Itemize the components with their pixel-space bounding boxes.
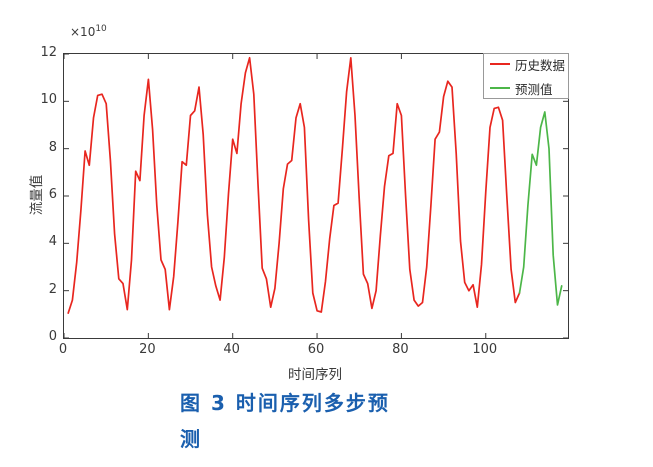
- y-tick-label: 8: [48, 139, 57, 155]
- series-line: [67, 56, 521, 314]
- x-tick-label: 20: [139, 342, 156, 357]
- y-tick-label: 0: [48, 329, 57, 344]
- y-axis-exponent: ×1010: [70, 24, 107, 39]
- y-tick-label: 4: [48, 234, 57, 250]
- legend: 历史数据 预测值: [483, 53, 569, 99]
- y-tick-label: 12: [40, 45, 57, 60]
- figure-caption: 图 3 时间序列多步预 测: [180, 385, 390, 457]
- y-axis-exponent-base: ×10: [70, 25, 96, 39]
- x-tick-label: 60: [307, 342, 325, 357]
- legend-item-history: 历史数据: [490, 55, 568, 74]
- x-axis-label: 时间序列: [288, 367, 342, 383]
- plot-area: 历史数据 预测值: [63, 53, 569, 339]
- legend-item-forecast: 预测值: [490, 79, 568, 98]
- y-axis-exponent-power: 10: [95, 24, 107, 34]
- x-tick-label: 80: [392, 342, 409, 357]
- series-line: [518, 111, 563, 306]
- plot-canvas: [64, 54, 568, 338]
- y-tick-label: 10: [40, 92, 57, 108]
- forecast-line-swatch: [490, 87, 510, 89]
- x-tick-label: 40: [223, 342, 240, 357]
- figure-caption-line2: 测: [180, 427, 202, 451]
- y-tick-label: 2: [48, 281, 57, 297]
- x-tick-label: 100: [472, 342, 498, 357]
- figure-caption-line1: 图 3 时间序列多步预: [180, 391, 390, 415]
- legend-label-forecast: 预测值: [515, 81, 553, 97]
- history-line-swatch: [490, 63, 510, 65]
- y-tick-label: 6: [48, 187, 57, 202]
- x-tick-label: 0: [58, 342, 68, 357]
- legend-label-history: 历史数据: [515, 57, 566, 73]
